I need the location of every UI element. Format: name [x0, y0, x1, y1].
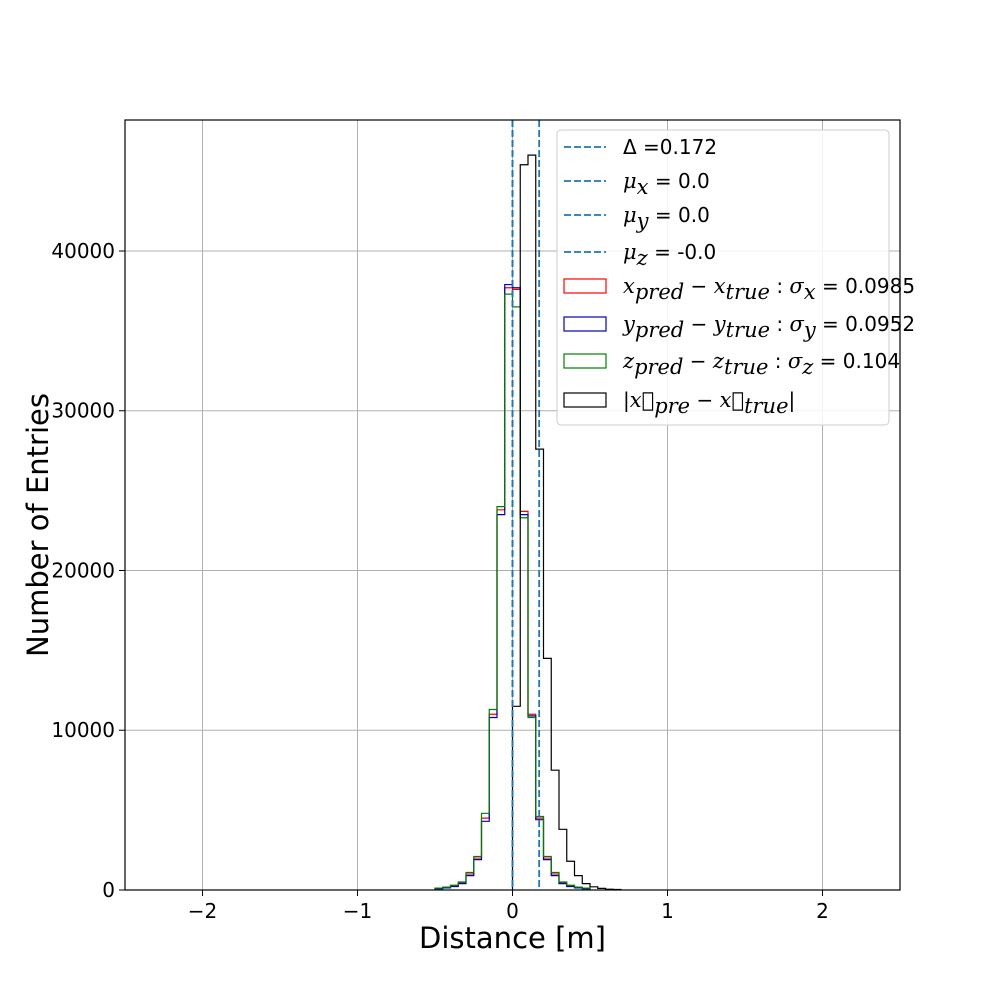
series-3-bin-4 [544, 658, 552, 890]
series-0-bin-7 [489, 714, 497, 890]
legend-series-swatch-1 [563, 316, 607, 332]
series-0-bin-11 [520, 511, 528, 890]
series-0-bin-9 [505, 288, 513, 890]
legend: Δ =0.172 μx = 0.0 μy = 0.0 μz = -0.0 xpred −… [556, 129, 915, 426]
legend-series-swatch-2 [563, 353, 607, 369]
series-1-bin-6 [482, 821, 490, 890]
series-2-bin-5 [474, 856, 482, 890]
series-2-bin-7 [489, 709, 497, 890]
series-2-bin-12 [528, 717, 536, 890]
series-3-bin-1 [520, 165, 528, 890]
y-tick-label-1: 10000 [51, 718, 115, 742]
legend-series-swatch-3 [563, 392, 607, 408]
reference-lines [511, 120, 541, 890]
axis-ticks: −2 −1 0 1 2 0 10000 20000 30000 40000 [51, 239, 828, 923]
series-1-bin-9 [505, 285, 513, 890]
series-0-bin-6 [482, 818, 490, 890]
series-0-bin-5 [474, 858, 482, 890]
series-0-bin-4 [466, 874, 474, 890]
series-2-bin-6 [482, 813, 490, 890]
series-3-outline [511, 154, 622, 891]
series-2-bin-10 [513, 307, 521, 890]
series-2-bin-8 [497, 507, 505, 890]
y-tick-label-3: 30000 [51, 399, 115, 423]
series-2-bin-14 [544, 856, 552, 890]
series-0-bin-15 [551, 874, 559, 890]
y-tick-label-0: 0 [102, 878, 115, 902]
x-tick-label-3: 1 [661, 899, 674, 923]
series-1-bin-12 [528, 716, 536, 890]
series-3-bin-0 [513, 706, 521, 890]
series-3-bin-6 [559, 829, 567, 890]
series-1-bin-16 [559, 884, 567, 890]
legend-series-label-3: |x⃗pre − x⃗true| [623, 388, 795, 418]
x-tick-label-2: 0 [506, 899, 519, 923]
legend-series-label-2: zpred − ztrue : σz = 0.104 [622, 349, 900, 379]
series-1-bin-7 [489, 717, 497, 890]
y-tick-label-4: 40000 [51, 239, 115, 263]
series-1-bin-3 [458, 884, 466, 890]
x-tick-label-4: 2 [816, 899, 829, 923]
legend-vline-label-1: μx = 0.0 [623, 169, 710, 199]
x-tick-label-1: −1 [343, 899, 372, 923]
series-1-bin-15 [551, 876, 559, 890]
series-2-bin-9 [505, 294, 513, 890]
series-1-bin-4 [466, 876, 474, 890]
series-3 [511, 154, 622, 891]
legend-series-label-1: ypred − ytrue : σy = 0.0952 [622, 312, 915, 342]
series-2-bin-11 [520, 518, 528, 890]
legend-box [556, 129, 890, 426]
legend-series-label-0: xpred − xtrue : σx = 0.0985 [623, 274, 915, 304]
series-3-bin-2 [528, 155, 536, 890]
y-axis-label: Number of Entries [21, 393, 55, 657]
series-1-bin-5 [474, 860, 482, 890]
series-1-bin-10 [513, 288, 521, 890]
legend-vline-label-0: Δ =0.172 [623, 135, 717, 159]
x-tick-label-0: −2 [188, 899, 217, 923]
series-0-bin-12 [528, 714, 536, 890]
y-tick-label-2: 20000 [51, 558, 115, 582]
legend-vline-label-2: μy = 0.0 [623, 203, 710, 233]
legend-series-swatch-0 [563, 278, 607, 294]
series-0-bin-10 [513, 289, 521, 890]
x-axis-label: Distance [m] [419, 921, 606, 955]
series-1-bin-14 [544, 860, 552, 890]
series-0-bin-8 [497, 510, 505, 890]
series-0-bin-14 [544, 858, 552, 890]
legend-vline-label-3: μz = -0.0 [623, 240, 716, 270]
